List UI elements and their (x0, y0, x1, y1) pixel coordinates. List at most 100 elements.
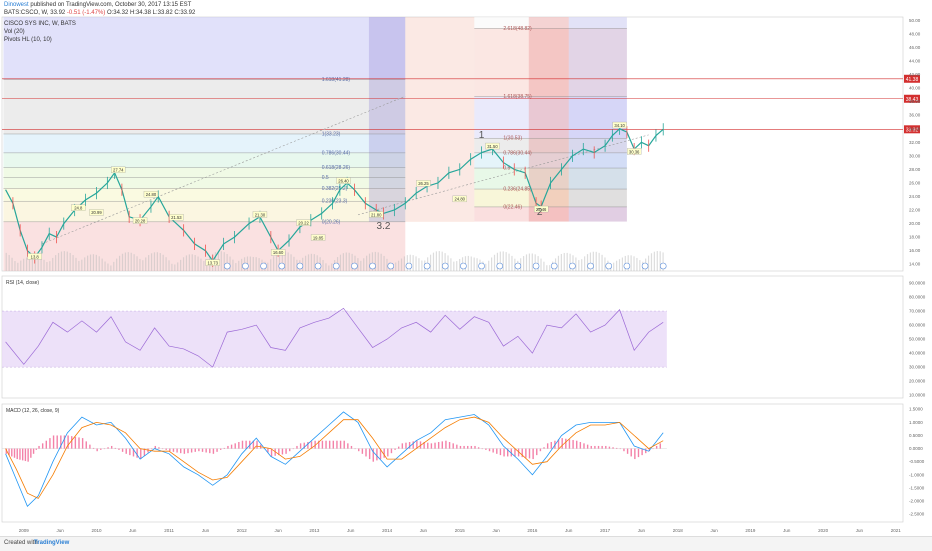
volume-bar (456, 261, 458, 271)
volume-bar (232, 259, 234, 271)
volume-bar (5, 252, 7, 271)
fib-label-right: 0.786(30.44) (503, 150, 532, 156)
macd-histogram-bar (634, 448, 636, 460)
macd-histogram-bar (74, 436, 77, 449)
pivot-label-box (310, 234, 326, 241)
symbol-line: BATS:CSCO, W, 33.92 -0.51 (-1.47%) O:34.… (4, 10, 195, 16)
macd-histogram-bar (245, 440, 247, 449)
pivot-label: 16.60 (273, 250, 284, 255)
volume-bar (345, 252, 347, 271)
volume-bar (400, 258, 403, 271)
volume-bar (78, 260, 80, 271)
price-axis-tick: 48.00 (909, 31, 921, 36)
volume-bar (525, 254, 528, 271)
macd-histogram-bar (198, 448, 200, 452)
volume-bar (75, 257, 77, 271)
macd-axis-tick: -2.5000 (909, 512, 925, 517)
macd-histogram-bar (521, 448, 523, 458)
volume-bar (69, 252, 71, 271)
earnings-marker (369, 262, 376, 270)
volume-bar (63, 251, 65, 271)
fib-zone-right (474, 17, 627, 29)
volume-bar (284, 251, 286, 271)
macd-histogram-bar (27, 448, 29, 462)
volume-bar (650, 253, 653, 271)
volume-bar (438, 251, 440, 271)
macd-histogram-bar (303, 442, 305, 449)
macd-histogram-bar (503, 448, 505, 457)
volume-bar (133, 254, 135, 271)
volume-bar (148, 255, 150, 271)
fib-label-left: 0.5 (322, 175, 329, 181)
volume-bar (235, 263, 237, 271)
macd-histogram-bar (517, 448, 520, 457)
macd-histogram-bar (590, 445, 592, 449)
macd-histogram-bar (532, 448, 534, 460)
volume-bar (586, 254, 589, 271)
macd-histogram-bar (601, 445, 603, 449)
macd-histogram-bar (394, 448, 396, 450)
volume-bar (200, 258, 202, 271)
volume-bar (124, 252, 126, 271)
volume-bar (395, 262, 397, 271)
pivot-label: 30.36 (629, 149, 640, 154)
created-with-text: Created with (4, 540, 38, 546)
fib-zone-right (474, 189, 627, 207)
volume-bar (441, 251, 443, 271)
macd-histogram-bar (659, 443, 661, 449)
volume-bar (313, 254, 315, 271)
volume-bar (493, 254, 496, 271)
x-axis-tick: 2016 (527, 528, 538, 533)
macd-histogram-bar (379, 448, 382, 460)
volume-bar (281, 251, 283, 271)
macd-histogram-bar (63, 435, 66, 449)
macd-histogram-bar (71, 436, 73, 449)
tradingview-logo[interactable]: TradingView (34, 540, 70, 546)
volume-bar (37, 256, 39, 271)
earnings-marker (496, 262, 504, 270)
volume-bar (342, 253, 344, 271)
volume-bar (14, 261, 16, 271)
macd-histogram-bar (296, 445, 298, 449)
price-axis-tick: 36.00 (909, 113, 921, 118)
volume-bar (447, 255, 449, 271)
volume-bar (630, 255, 632, 271)
volume-bar (55, 255, 57, 271)
fib-zone-right (474, 138, 627, 153)
rsi-axis-tick: 60.0000 (909, 323, 926, 328)
volume-bar (348, 252, 350, 271)
price-pane-frame (1, 16, 904, 272)
macd-histogram-bar (361, 448, 364, 454)
macd-histogram-bar (121, 448, 124, 452)
volume-bar (502, 251, 504, 271)
earnings-marker (351, 262, 358, 270)
x-axis-tick: Jun (856, 528, 864, 533)
volume-bar (136, 256, 138, 271)
price-axis-tick: 24.00 (909, 194, 921, 199)
macd-histogram-bar (147, 448, 149, 453)
rsi-axis-tick: 50.0000 (909, 337, 926, 342)
volume-bar (171, 263, 173, 271)
wave-label: 3.2 (377, 221, 391, 232)
author-link[interactable]: Dinowest (4, 2, 29, 8)
macd-histogram-bar (470, 445, 473, 449)
fib-zone-left (3, 79, 406, 134)
fib-zone-left (3, 167, 406, 189)
symbol-text: BATS:CSCO, W, 33.92 (4, 10, 66, 16)
volume-bar (185, 255, 188, 271)
macd-histogram-bar (492, 448, 494, 453)
macd-histogram-bar (467, 445, 469, 449)
volume-bar (377, 252, 379, 271)
macd-histogram-bar (209, 448, 211, 454)
volume-bar (546, 265, 548, 271)
rsi-axis-tick: 30.0000 (909, 365, 926, 370)
macd-histogram-bar (241, 440, 244, 449)
volume-bar (150, 253, 153, 271)
macd-histogram-bar (550, 442, 552, 449)
macd-histogram-bar (49, 438, 51, 449)
pivot-label-box (132, 217, 148, 224)
macd-histogram-bar (299, 443, 302, 449)
macd-histogram-bar (205, 448, 207, 453)
time-zone-column (368, 17, 406, 222)
macd-histogram-bar (652, 448, 654, 450)
